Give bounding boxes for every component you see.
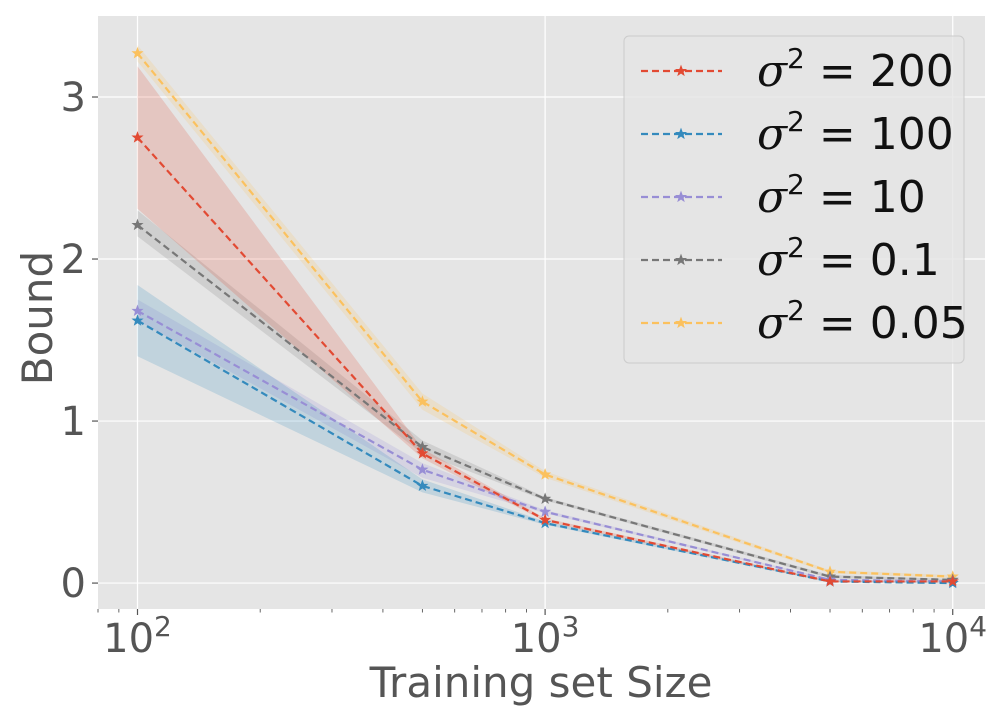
- legend-label: σ2 = 100: [757, 105, 954, 160]
- data-point: [946, 575, 959, 587]
- data-point: [131, 314, 144, 326]
- legend-marker: [674, 253, 688, 266]
- y-tick-label: 0: [61, 561, 86, 607]
- x-tick-label: 104: [918, 610, 987, 662]
- data-point: [131, 304, 144, 317]
- data-point: [416, 463, 429, 475]
- y-tick-label: 2: [61, 237, 86, 283]
- legend-label: σ2 = 10: [757, 168, 926, 223]
- x-tick-label: 102: [103, 610, 172, 662]
- data-point: [416, 479, 429, 492]
- series-line: [136, 52, 953, 578]
- data-point: [131, 46, 144, 59]
- legend-marker: [674, 127, 688, 140]
- y-axis-label: Bound: [13, 251, 62, 385]
- axis-ticks: 102 103 104 0 1 2 3: [61, 75, 988, 662]
- series-line: [136, 224, 953, 581]
- y-tick-label: 1: [61, 399, 86, 445]
- x-axis-label: Training set Size: [369, 658, 713, 707]
- data-point: [539, 513, 552, 526]
- legend-label: σ2 = 0.05: [757, 294, 968, 349]
- series-lines: [131, 46, 959, 589]
- legend-box: [623, 35, 965, 364]
- data-point: [416, 447, 429, 459]
- x-tick-label: 103: [511, 610, 580, 662]
- y-tick-label: 3: [61, 75, 86, 121]
- legend-label: σ2 = 200: [757, 42, 954, 97]
- legend-marker: [674, 190, 688, 203]
- legend: σ2 = 200 σ2 = 100 σ2 = 10 σ2 = 0.1 σ2 = 0.05: [623, 35, 968, 364]
- data-point: [823, 575, 837, 587]
- confidence-band: [137, 66, 953, 583]
- legend-marker: [674, 316, 688, 329]
- data-point: [539, 516, 552, 529]
- data-point: [131, 218, 144, 231]
- data-point: [131, 131, 144, 143]
- data-point: [416, 395, 429, 407]
- data-point: [539, 468, 552, 480]
- data-point: [539, 492, 552, 504]
- legend-label: σ2 = 0.1: [757, 231, 940, 286]
- legend-marker: [674, 64, 688, 77]
